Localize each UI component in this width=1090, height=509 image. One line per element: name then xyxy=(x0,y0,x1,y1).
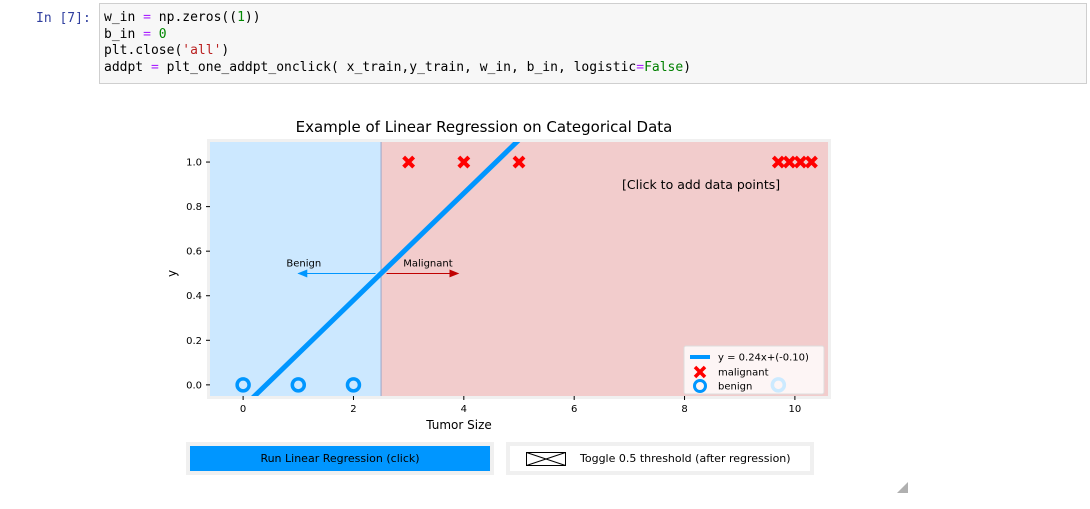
malignant-point xyxy=(782,155,796,169)
y-tick-label: 0.8 xyxy=(186,202,202,213)
chart-title: Example of Linear Regression on Categori… xyxy=(296,118,673,136)
legend-benign-label: benign xyxy=(718,382,752,393)
malignant-label: Malignant xyxy=(403,258,452,269)
malignant-point xyxy=(793,155,807,169)
malignant-point xyxy=(457,155,471,169)
x-tick-label: 10 xyxy=(789,404,802,415)
x-tick-label: 6 xyxy=(571,404,577,415)
cell-prompt: In [7]: xyxy=(36,11,91,26)
code-line-4: addpt = plt_one_addpt_onclick( x_train,y… xyxy=(104,59,692,75)
x-tick-label: 2 xyxy=(350,404,356,415)
benign-label: Benign xyxy=(286,258,321,269)
legend-benign-swatch xyxy=(693,379,707,393)
run-regression-button[interactable]: Run Linear Regression (click) xyxy=(190,446,490,471)
threshold-toggle-label: Toggle 0.5 threshold (after regression) xyxy=(580,452,791,465)
regression-line xyxy=(251,142,521,396)
y-tick-label: 0.4 xyxy=(186,291,202,302)
benign-point xyxy=(290,377,307,393)
malignant-point-stroke xyxy=(771,155,785,169)
plot-area: Benign Malignant [Click to add data points… xyxy=(235,142,818,396)
y-tick-label: 0.2 xyxy=(186,336,202,347)
benign-point xyxy=(345,377,362,393)
y-axis-label: y xyxy=(165,270,179,277)
x-tick-label: 0 xyxy=(240,404,246,415)
x-tick-label: 4 xyxy=(461,404,467,415)
malignant-point-stroke xyxy=(457,155,471,169)
y-tick-label: 0.6 xyxy=(186,247,202,258)
malignant-point xyxy=(805,155,818,169)
y-tick-label: 0.0 xyxy=(186,380,202,391)
malignant-point xyxy=(771,155,785,169)
code-line-2: b_in = 0 xyxy=(104,26,167,42)
click-hint: [Click to add data points] xyxy=(622,177,780,192)
code-cell[interactable]: w_in = np.zeros((1)) b_in = 0 plt.close(… xyxy=(99,3,1087,84)
legend: y = 0.24x+(-0.10) malignant benign xyxy=(683,345,825,395)
threshold-toggle[interactable]: Toggle 0.5 threshold (after regression) xyxy=(510,446,810,471)
malignant-point-stroke xyxy=(805,155,818,169)
legend-box xyxy=(683,345,825,395)
legend-line-label: y = 0.24x+(-0.10) xyxy=(718,353,809,364)
malignant-point-stroke xyxy=(512,155,526,169)
legend-malignant-label: malignant xyxy=(718,368,769,379)
resize-grip-icon[interactable] xyxy=(897,482,908,493)
malignant-point xyxy=(402,155,416,169)
code-line-1: w_in = np.zeros((1)) xyxy=(104,10,261,25)
malignant-point-stroke xyxy=(402,155,416,169)
malignant-point-stroke xyxy=(782,155,796,169)
run-regression-button-frame: Run Linear Regression (click) xyxy=(186,442,494,475)
x-axis-label: Tumor Size xyxy=(425,418,492,430)
benign-point xyxy=(235,377,251,393)
y-tick-label: 1.0 xyxy=(186,158,202,169)
regression-figure[interactable]: Example of Linear Regression on Categori… xyxy=(150,110,850,430)
code-line-3: plt.close('all') xyxy=(104,43,230,58)
malignant-point-stroke xyxy=(793,155,807,169)
run-regression-button-label: Run Linear Regression (click) xyxy=(260,452,420,465)
checkbox-icon[interactable] xyxy=(526,451,566,466)
threshold-toggle-frame: Toggle 0.5 threshold (after regression) xyxy=(506,442,814,475)
malignant-point xyxy=(512,155,526,169)
legend-malignant-swatch xyxy=(693,365,707,379)
x-tick-label: 8 xyxy=(681,404,687,415)
